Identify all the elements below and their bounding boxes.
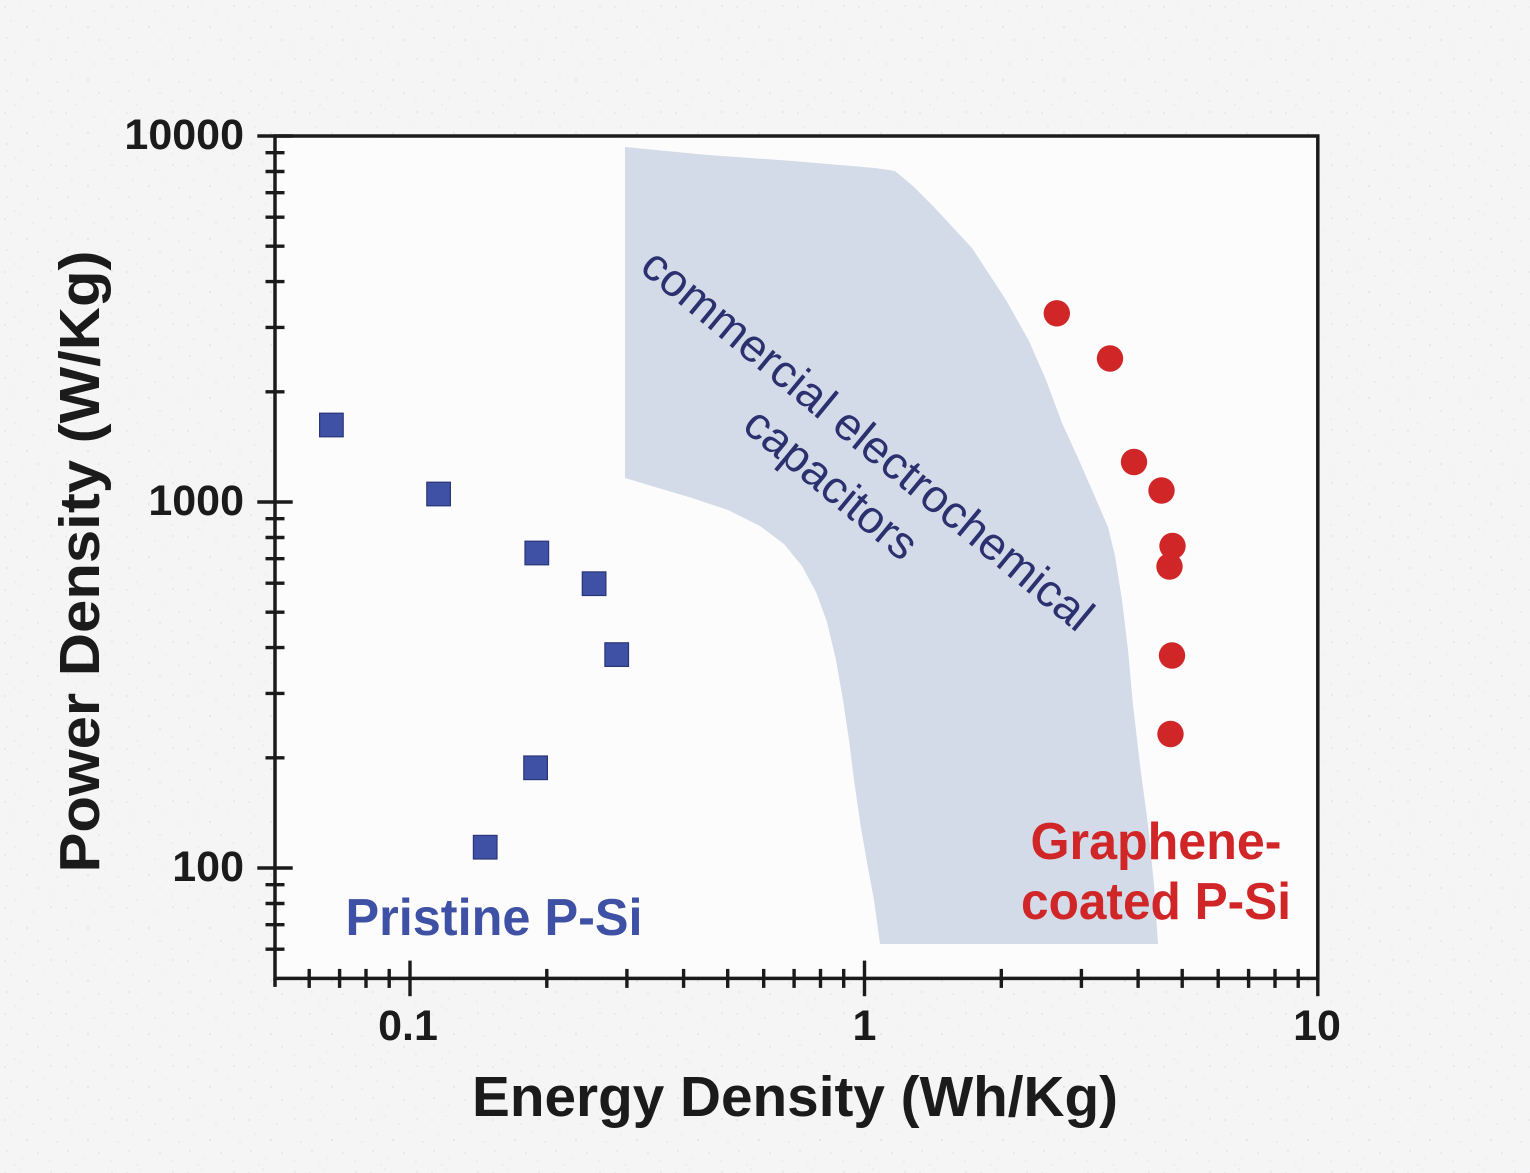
svg-text:Energy Density (Wh/Kg): Energy Density (Wh/Kg) xyxy=(472,1065,1118,1129)
svg-text:Pristine P-Si: Pristine P-Si xyxy=(346,889,643,947)
svg-text:0.1: 0.1 xyxy=(378,1002,438,1050)
svg-text:Power Density (W/Kg): Power Density (W/Kg) xyxy=(48,251,112,873)
svg-text:10000: 10000 xyxy=(124,111,244,159)
svg-text:100: 100 xyxy=(172,843,244,891)
svg-text:1: 1 xyxy=(853,1002,877,1050)
svg-text:coated P-Si: coated P-Si xyxy=(1021,873,1291,931)
svg-text:10: 10 xyxy=(1293,1002,1341,1050)
svg-text:1000: 1000 xyxy=(148,477,244,525)
svg-text:Graphene-: Graphene- xyxy=(1031,813,1282,871)
